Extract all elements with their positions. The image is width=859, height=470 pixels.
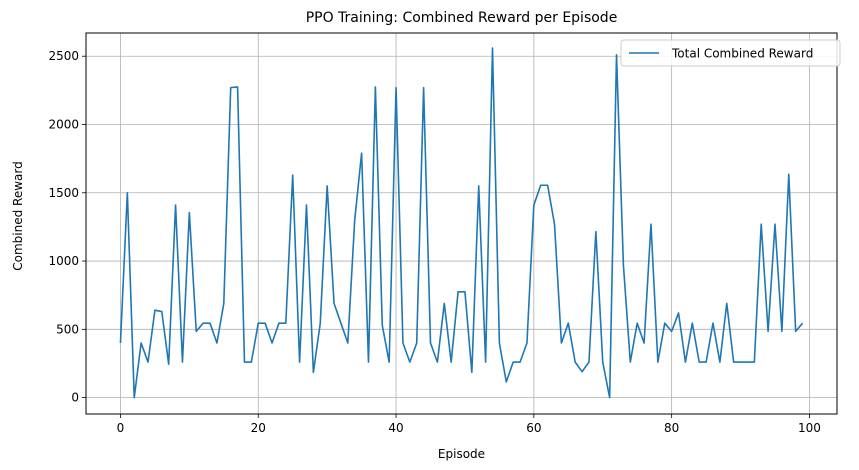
y-tick-label: 1000 — [48, 254, 79, 268]
y-tick-label: 1500 — [48, 186, 79, 200]
chart-title: PPO Training: Combined Reward per Episod… — [306, 10, 618, 26]
legend-box — [620, 39, 841, 67]
x-tick-label: 20 — [251, 421, 266, 435]
series-line-total-combined-reward — [119, 47, 804, 399]
plot-frame — [85, 32, 838, 415]
y-tick-label: 500 — [56, 322, 79, 336]
x-tick-label: 60 — [526, 421, 541, 435]
legend-entry-label: Total Combined Reward — [671, 47, 813, 61]
legend: Total Combined Reward — [620, 39, 841, 67]
x-tick-label: 40 — [388, 421, 403, 435]
y-tick-label: 2000 — [48, 117, 79, 131]
x-tick-label: 80 — [664, 421, 679, 435]
x-tick-label: 100 — [798, 421, 821, 435]
y-tick-label: 2500 — [48, 49, 79, 63]
x-axis-ticks: 0 20 40 60 80 100 — [117, 414, 821, 435]
x-axis-label: Episode — [438, 447, 485, 461]
y-tick-label: 0 — [71, 391, 79, 405]
x-tick-label: 0 — [117, 421, 125, 435]
y-axis-ticks: 0 500 1000 1500 2000 2500 — [48, 49, 86, 405]
y-axis-label: Combined Reward — [11, 161, 25, 270]
